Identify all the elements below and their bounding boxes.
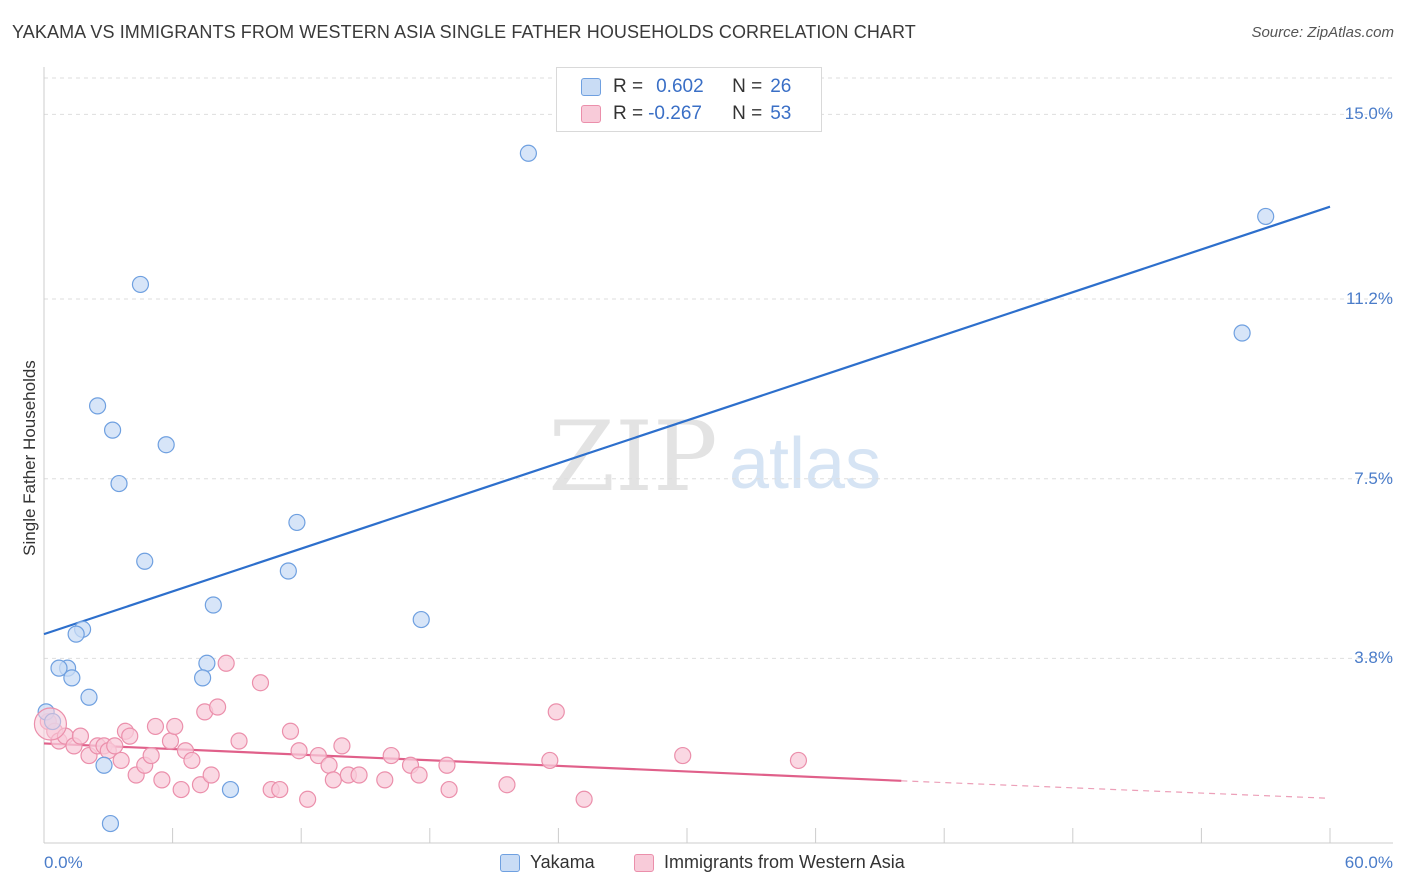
- data-point-yakama: [101, 814, 120, 833]
- data-point-immigrants: [71, 727, 90, 745]
- legend-swatch-pink: [581, 105, 601, 123]
- data-point-immigrants: [230, 732, 248, 750]
- bottom-legend-label: Immigrants from Western Asia: [664, 852, 905, 872]
- data-point-immigrants: [209, 698, 227, 716]
- bottom-legend-label: Yakama: [530, 852, 595, 872]
- data-point-yakama: [88, 397, 107, 415]
- y-tick-label: 7.5%: [1354, 468, 1393, 488]
- legend-swatch-blue: [581, 78, 601, 96]
- data-point-immigrants: [376, 771, 394, 789]
- x-tick-min: 0.0%: [44, 853, 83, 872]
- data-point-immigrants: [382, 746, 400, 765]
- trend-line-extension: [901, 780, 1331, 799]
- data-point-yakama: [204, 596, 222, 614]
- data-point-yakama: [221, 780, 240, 799]
- data-point-immigrants: [217, 654, 235, 672]
- legend-row-immigrants: R = -0.267 N = 53: [581, 101, 791, 127]
- data-point-immigrants: [166, 717, 184, 736]
- y-tick-label: 11.2%: [1346, 289, 1393, 308]
- data-point-immigrants: [410, 766, 428, 784]
- legend-n-label: N =: [732, 103, 763, 124]
- data-point-yakama: [95, 756, 113, 774]
- chart-title: YAKAMA VS IMMIGRANTS FROM WESTERN ASIA S…: [12, 22, 916, 42]
- data-point-yakama: [198, 654, 216, 672]
- data-point-yakama: [279, 562, 297, 580]
- legend-r-label: R =: [613, 76, 644, 97]
- data-point-immigrants: [541, 751, 559, 770]
- data-point-immigrants: [498, 776, 516, 794]
- data-point-yakama: [1257, 207, 1275, 226]
- data-point-immigrants: [575, 790, 593, 808]
- data-point-cluster: [33, 707, 68, 741]
- data-point-immigrants: [161, 732, 180, 750]
- data-point-immigrants: [106, 737, 124, 755]
- data-point-yakama: [519, 144, 537, 162]
- data-point-immigrants: [191, 776, 210, 794]
- legend-n-value: 53: [770, 103, 792, 124]
- legend-r-value: -0.267: [648, 103, 702, 124]
- bottom-legend-yakama: Yakama: [500, 852, 595, 873]
- data-point-yakama: [412, 610, 430, 629]
- data-point-immigrants: [271, 780, 289, 799]
- data-point-yakama: [80, 688, 98, 706]
- data-point-immigrants: [333, 737, 351, 755]
- data-point-yakama: [1233, 324, 1251, 342]
- data-point-immigrants: [251, 674, 270, 692]
- data-point-yakama: [103, 421, 122, 439]
- data-point-immigrants: [299, 790, 317, 808]
- legend-n-label: N =: [732, 76, 763, 97]
- data-point-yakama: [157, 436, 175, 454]
- data-point-immigrants: [438, 756, 456, 774]
- data-point-immigrants: [172, 780, 190, 799]
- legend-row-yakama: R = 0.602 N = 26: [581, 74, 791, 100]
- data-point-yakama: [136, 552, 154, 570]
- legend-r-value: 0.602: [656, 76, 704, 97]
- data-point-yakama: [194, 669, 212, 687]
- data-point-immigrants: [281, 722, 300, 740]
- data-point-immigrants: [112, 751, 130, 770]
- trend-line-yakama: [43, 205, 1331, 636]
- source-label: Source: ZipAtlas.com: [1251, 24, 1394, 41]
- data-point-immigrants: [146, 717, 165, 736]
- data-point-immigrants: [324, 771, 342, 789]
- bottom-legend-swatch-pink: [634, 853, 654, 872]
- x-tick-max: 60.0%: [1344, 853, 1393, 872]
- data-point-yakama: [63, 669, 81, 687]
- data-point-immigrants: [547, 703, 565, 721]
- data-point-yakama: [131, 275, 150, 294]
- data-point-yakama: [50, 659, 68, 677]
- data-point-immigrants: [320, 756, 338, 774]
- data-point-immigrants: [789, 751, 808, 770]
- data-point-immigrants: [183, 751, 201, 770]
- data-point-immigrants: [440, 780, 458, 799]
- correlation-legend: R = 0.602 N = 26 R = -0.267 N = 53: [556, 67, 822, 132]
- bottom-legend-swatch-blue: [500, 853, 520, 872]
- legend-n-value: 26: [770, 76, 792, 97]
- data-point-yakama: [110, 474, 128, 493]
- data-point-yakama: [67, 625, 85, 643]
- data-point-immigrants: [350, 766, 368, 784]
- bottom-legend-immigrants: Immigrants from Western Asia: [634, 852, 905, 873]
- data-point-immigrants: [121, 727, 139, 745]
- legend-r-label: R =: [613, 103, 644, 124]
- y-tick-label: 15.0%: [1344, 104, 1393, 124]
- data-point-immigrants: [142, 746, 160, 765]
- watermark-atlas: atlas: [729, 424, 881, 504]
- data-point-immigrants: [309, 746, 327, 765]
- y-tick-label: 3.8%: [1354, 648, 1393, 668]
- data-point-immigrants: [290, 742, 308, 760]
- data-point-yakama: [288, 513, 306, 532]
- data-point-immigrants: [202, 766, 220, 784]
- data-point-immigrants: [674, 746, 692, 765]
- data-point-immigrants: [153, 771, 171, 789]
